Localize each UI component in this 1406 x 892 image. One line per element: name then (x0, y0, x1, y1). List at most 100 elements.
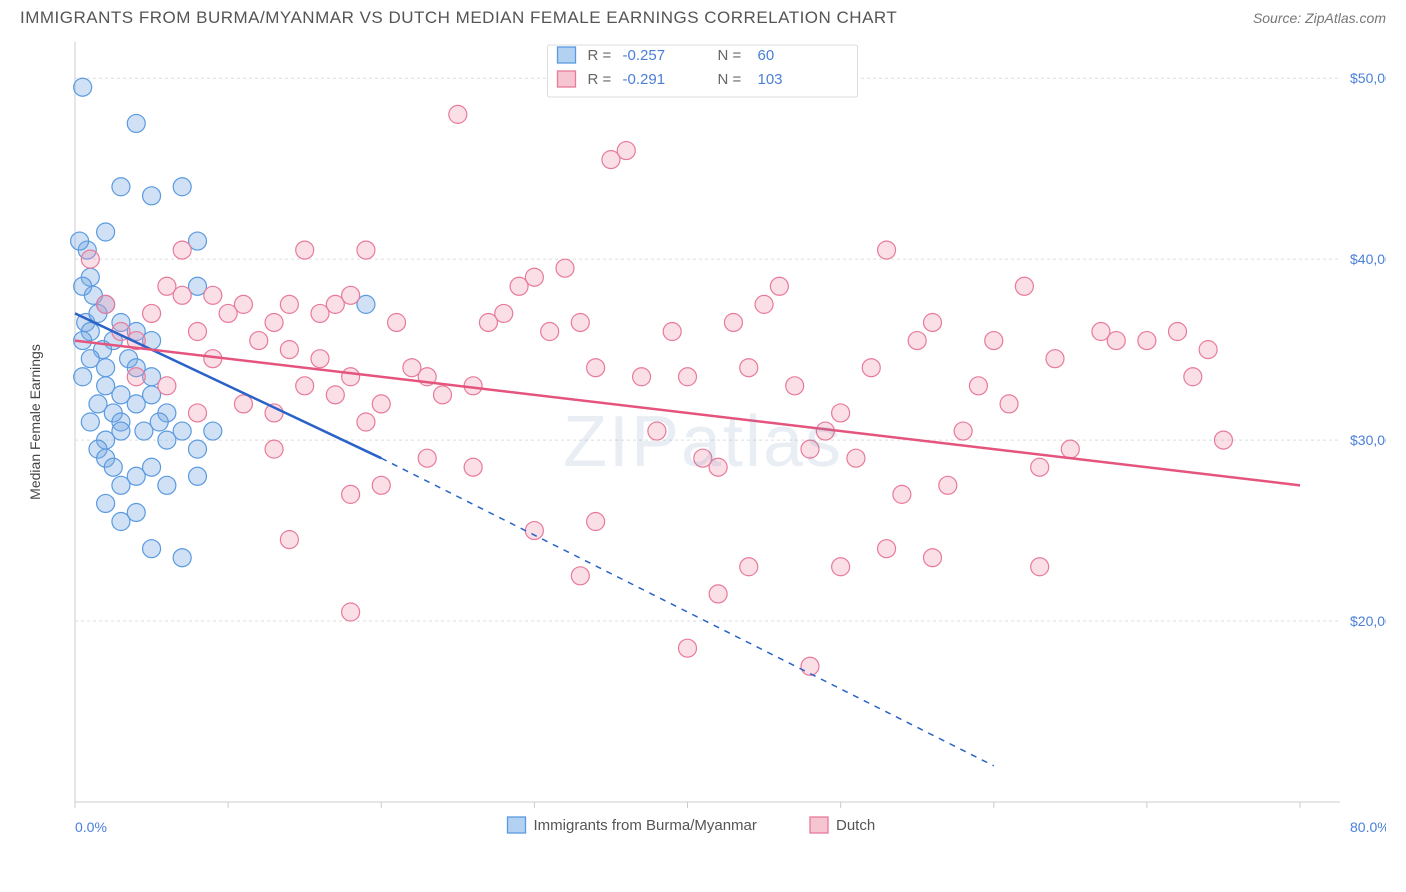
scatter-point (617, 142, 635, 160)
scatter-point (709, 458, 727, 476)
scatter-point (74, 368, 92, 386)
scatter-point (924, 549, 942, 567)
scatter-point (1184, 368, 1202, 386)
scatter-point (234, 295, 252, 313)
scatter-point (541, 323, 559, 341)
scatter-point (388, 313, 406, 331)
scatter-point (112, 476, 130, 494)
scatter-point (924, 313, 942, 331)
scatter-point (143, 458, 161, 476)
scatter-point (1061, 440, 1079, 458)
scatter-point (342, 485, 360, 503)
scatter-point (342, 368, 360, 386)
legend-swatch (508, 817, 526, 833)
scatter-point (112, 422, 130, 440)
scatter-point (326, 386, 344, 404)
scatter-point (571, 313, 589, 331)
scatter-point (832, 558, 850, 576)
scatter-point (847, 449, 865, 467)
scatter-point (1046, 350, 1064, 368)
scatter-point (556, 259, 574, 277)
scatter-point (189, 467, 207, 485)
scatter-point (104, 458, 122, 476)
scatter-point (908, 332, 926, 350)
scatter-point (587, 513, 605, 531)
scatter-point (265, 313, 283, 331)
scatter-point (372, 395, 390, 413)
scatter-point (679, 368, 697, 386)
svg-text:60: 60 (758, 47, 775, 64)
scatter-point (189, 440, 207, 458)
scatter-point (449, 105, 467, 123)
svg-text:$30,000: $30,000 (1350, 432, 1386, 448)
svg-text:N =: N = (718, 47, 742, 64)
scatter-point (143, 540, 161, 558)
scatter-point (832, 404, 850, 422)
scatter-point (418, 449, 436, 467)
scatter-point (81, 350, 99, 368)
scatter-point (985, 332, 1003, 350)
scatter-point (234, 395, 252, 413)
scatter-point (112, 178, 130, 196)
scatter-point (173, 286, 191, 304)
scatter-point (342, 603, 360, 621)
scatter-point (571, 567, 589, 585)
svg-text:80.0%: 80.0% (1350, 819, 1386, 835)
scatter-point (280, 295, 298, 313)
scatter-point (158, 377, 176, 395)
scatter-point (97, 295, 115, 313)
scatter-point (204, 286, 222, 304)
scatter-point (740, 558, 758, 576)
scatter-point (648, 422, 666, 440)
scatter-point (709, 585, 727, 603)
scatter-point (296, 377, 314, 395)
scatter-point (1169, 323, 1187, 341)
scatter-point (663, 323, 681, 341)
scatter-point (893, 485, 911, 503)
regression-line (75, 341, 1300, 486)
scatter-point (1107, 332, 1125, 350)
scatter-point (81, 250, 99, 268)
svg-text:-0.257: -0.257 (623, 47, 666, 64)
legend-swatch (810, 817, 828, 833)
scatter-point (1138, 332, 1156, 350)
svg-text:R =: R = (588, 47, 612, 64)
chart-title: IMMIGRANTS FROM BURMA/MYANMAR VS DUTCH M… (20, 8, 897, 28)
chart-container: $20,000$30,000$40,000$50,0000.0%80.0%Med… (20, 32, 1386, 852)
scatter-point (342, 286, 360, 304)
scatter-point (1214, 431, 1232, 449)
scatter-point (143, 304, 161, 322)
svg-text:$40,000: $40,000 (1350, 251, 1386, 267)
scatter-point (801, 657, 819, 675)
legend-swatch (558, 71, 576, 87)
scatter-point (1031, 558, 1049, 576)
scatter-point (1000, 395, 1018, 413)
scatter-point (97, 223, 115, 241)
scatter-point (173, 241, 191, 259)
legend-label: Dutch (836, 817, 875, 834)
scatter-point (71, 232, 89, 250)
scatter-point (755, 295, 773, 313)
scatter-point (97, 494, 115, 512)
scatter-point (150, 413, 168, 431)
scatter-point (525, 522, 543, 540)
scatter-point (525, 268, 543, 286)
svg-text:Median Female Earnings: Median Female Earnings (27, 344, 43, 500)
svg-text:-0.291: -0.291 (623, 71, 666, 88)
scatter-point (495, 304, 513, 322)
svg-text:$20,000: $20,000 (1350, 613, 1386, 629)
svg-text:R =: R = (588, 71, 612, 88)
scatter-point (189, 323, 207, 341)
svg-text:0.0%: 0.0% (75, 819, 107, 835)
scatter-point (127, 114, 145, 132)
svg-text:N =: N = (718, 71, 742, 88)
scatter-point (173, 178, 191, 196)
scatter-point (862, 359, 880, 377)
legend-swatch (558, 47, 576, 63)
scatter-point (204, 422, 222, 440)
regression-line-extrapolated (381, 458, 994, 766)
scatter-point (464, 458, 482, 476)
scatter-point (878, 540, 896, 558)
scatter-point (969, 377, 987, 395)
scatter-point (311, 350, 329, 368)
